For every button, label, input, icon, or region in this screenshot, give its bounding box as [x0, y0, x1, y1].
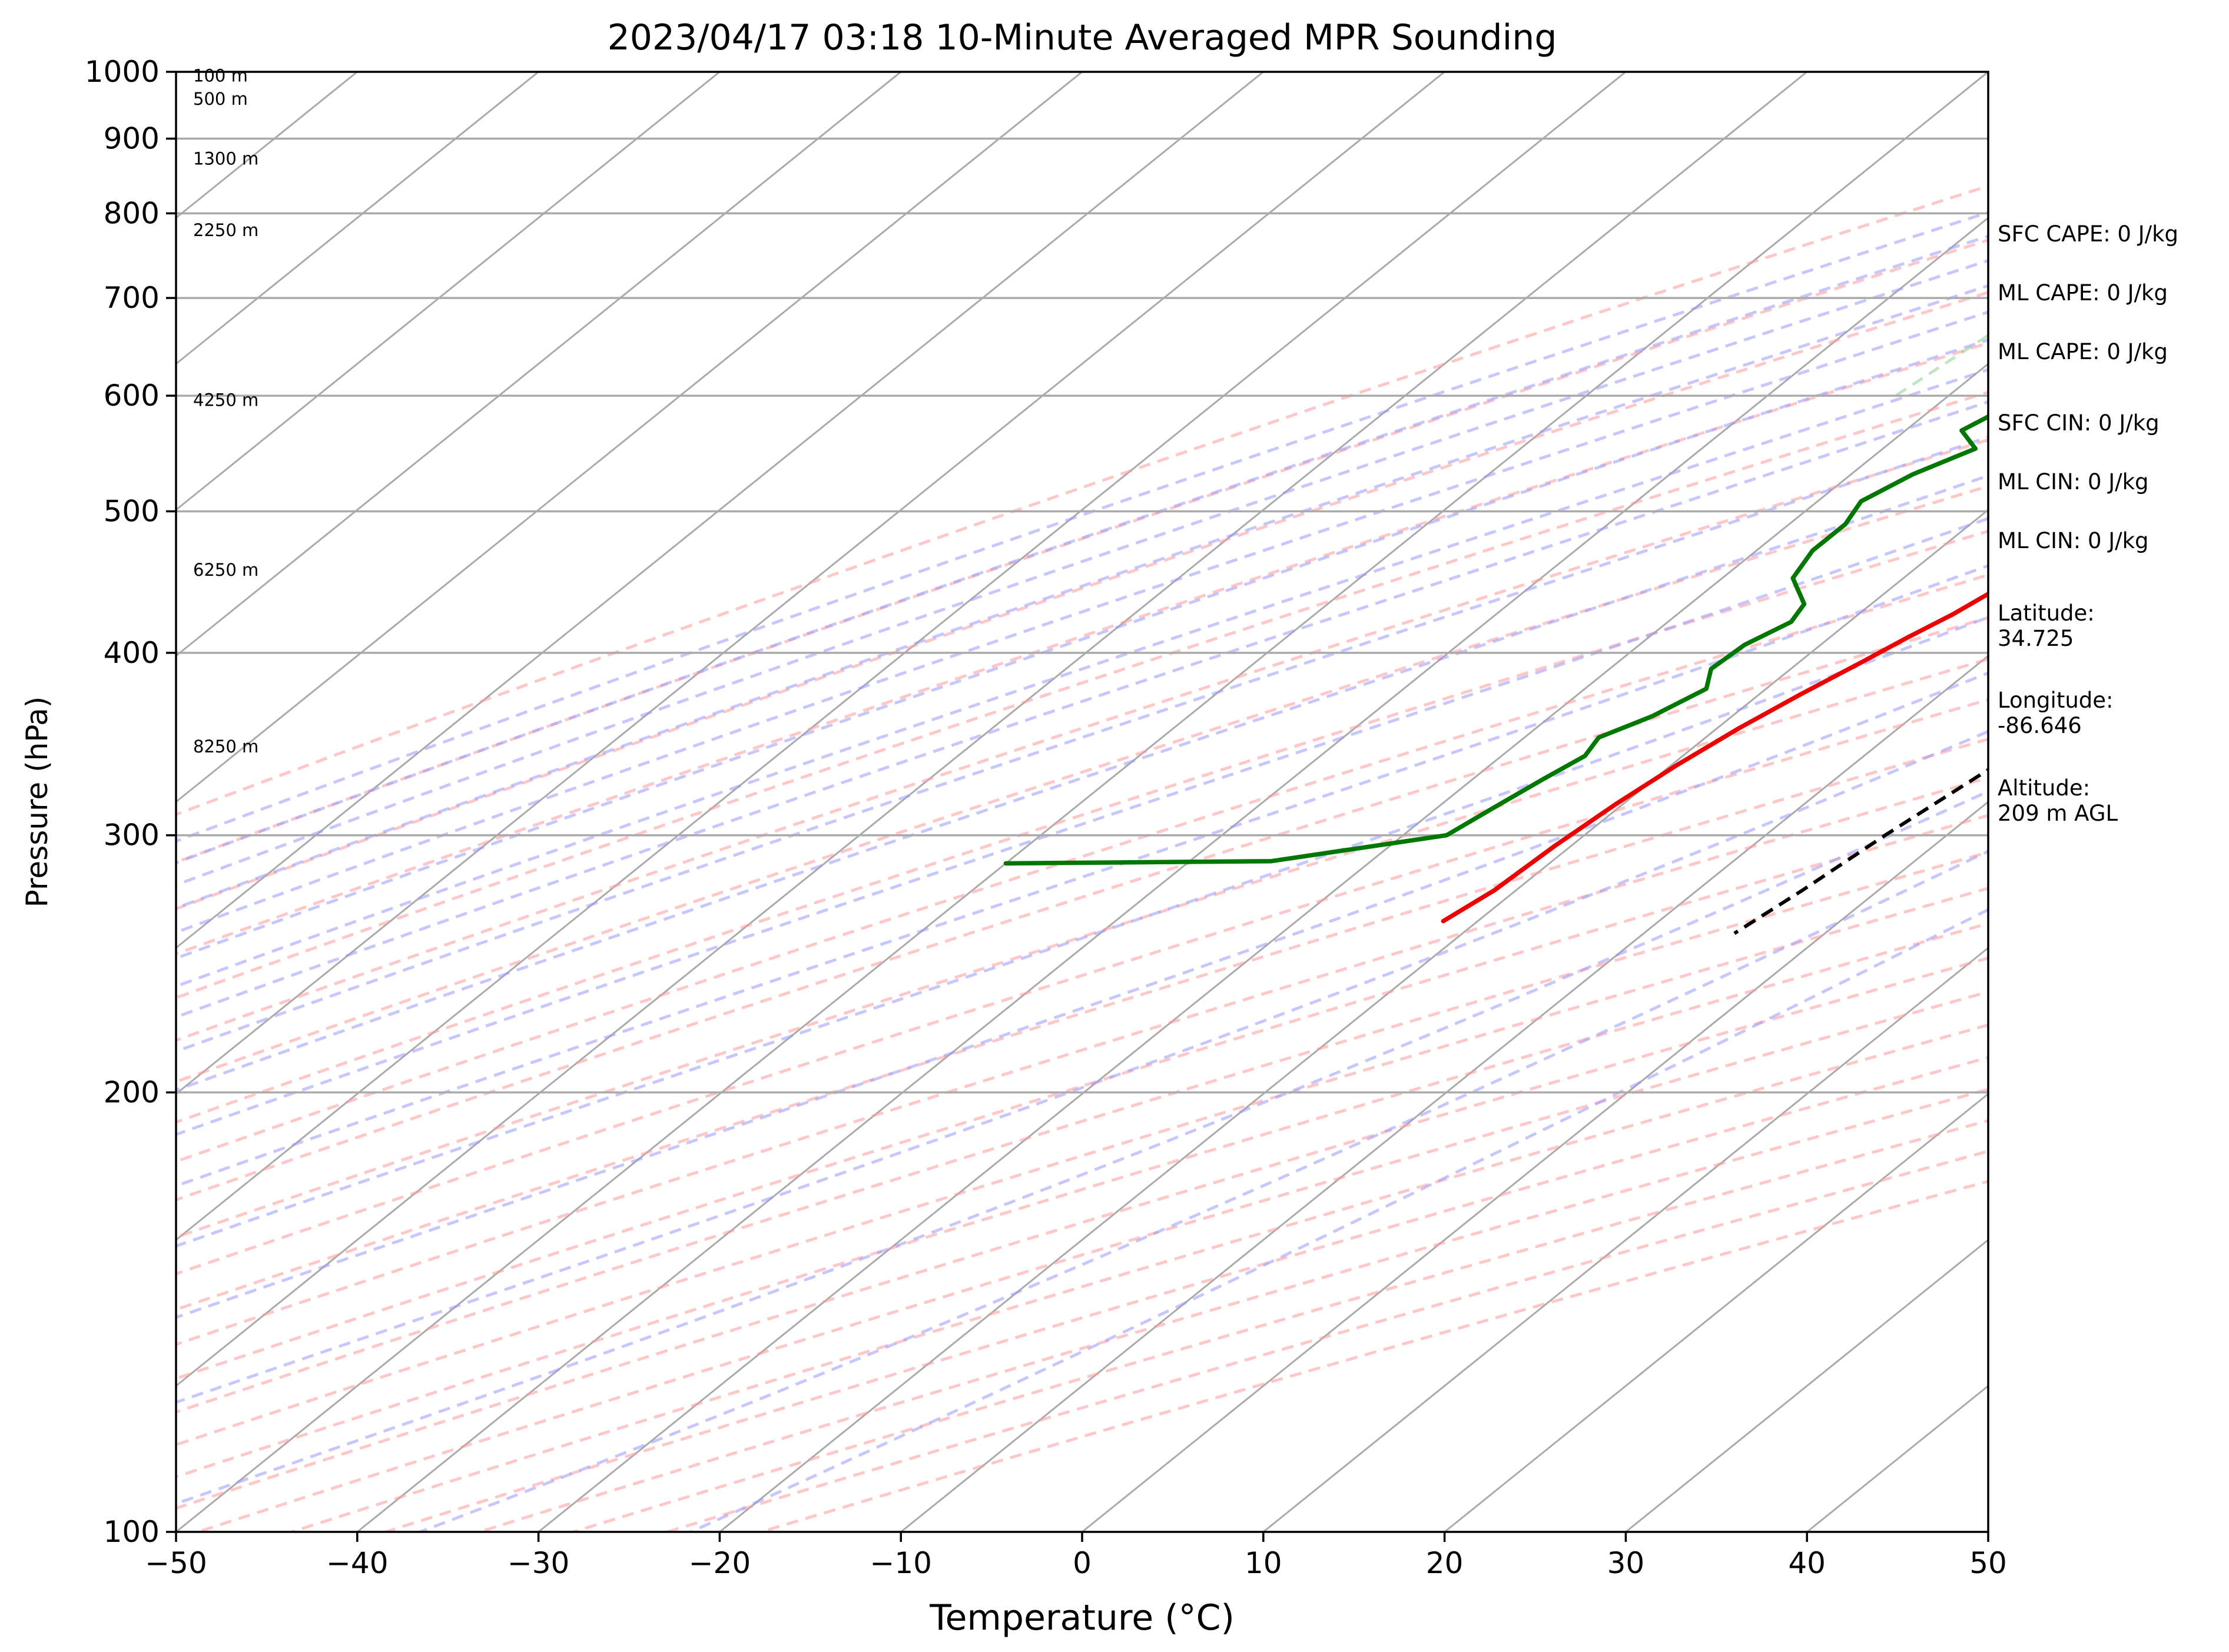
longitude-text: Longitude: -86.646: [1998, 688, 2114, 738]
height-label: 2250 m: [193, 220, 258, 240]
moist-adiabat-line: [176, 400, 1988, 1019]
altitude-text: Altitude: 209 m AGL: [1998, 775, 2118, 826]
dry-adiabat-line: [176, 184, 1988, 816]
moist-adiabat-line: [176, 211, 1988, 843]
height-label: 6250 m: [193, 560, 258, 580]
y-tick-label: 400: [104, 636, 160, 670]
pressure-gridlines: [176, 72, 1988, 1532]
isotherm-line: [176, 72, 1808, 1387]
sfc-cin-text: SFC CIN: 0 J/kg: [1998, 410, 2160, 436]
y-axis-ticks: 1000 900 800 700 600 500 400 300 200 100: [85, 55, 176, 1549]
y-axis-label: Pressure (hPa): [20, 696, 54, 908]
dry-adiabat-line: [176, 776, 1988, 1346]
y-tick-label: 700: [104, 281, 160, 315]
x-tick-label: 30: [1607, 1546, 1645, 1580]
isotherm-line: [1444, 1093, 1988, 1532]
moist-adiabat-line: [176, 310, 1988, 934]
y-tick-label: 900: [104, 121, 160, 155]
dry-adiabat-line: [176, 922, 1988, 1479]
isotherm-line: [176, 72, 902, 657]
dry-adiabat-line: [176, 956, 1988, 1510]
x-tick-label: −20: [689, 1546, 751, 1580]
isotherm-line: [176, 72, 539, 365]
y-tick-label: 300: [104, 818, 160, 852]
background-lines: [176, 72, 1988, 1532]
ml-cape-text: ML CAPE: 0 J/kg: [1998, 280, 2168, 306]
x-tick-label: −40: [326, 1546, 389, 1580]
ml-cin-text: ML CIN: 0 J/kg: [1998, 469, 2149, 495]
isotherm-line: [1262, 947, 1988, 1532]
moist-adiabat-line: [176, 615, 1988, 1248]
isotherm-line: [176, 72, 721, 511]
dry-adiabat-line: [176, 485, 1988, 1084]
y-tick-label: 1000: [85, 55, 160, 89]
temperature-line: [1441, 591, 1988, 924]
mu-cape-text: ML CAPE: 0 J/kg: [1998, 339, 2168, 364]
height-label: 8250 m: [193, 737, 258, 757]
y-tick-label: 500: [104, 495, 160, 529]
x-tick-label: 50: [1969, 1546, 2007, 1580]
dry-adiabat-line: [666, 1149, 1988, 1532]
dry-adiabat-line: [176, 814, 1988, 1381]
moist-adiabat-line: [176, 368, 1988, 988]
isotherm-line: [1625, 1239, 1988, 1532]
moist-adiabat-line: [419, 850, 1988, 1532]
dry-adiabat-line: [176, 737, 1988, 1311]
y-tick-label: 800: [104, 196, 160, 230]
moist-adiabat-line: [176, 671, 1988, 1319]
latitude-text: Latitude: 34.725: [1998, 601, 2095, 651]
x-tick-label: 0: [1073, 1546, 1092, 1580]
x-tick-label: −10: [870, 1546, 932, 1580]
y-tick-label: 100: [104, 1515, 160, 1549]
x-tick-label: −30: [508, 1546, 570, 1580]
sfc-cape-text: SFC CAPE: 0 J/kg: [1998, 221, 2179, 247]
isotherm-line: [900, 655, 1988, 1532]
dewpoint-line: [1003, 414, 1988, 866]
x-axis-ticks: −50 −40 −30 −20 −10 0 10 20 30 40 50: [145, 1532, 2007, 1580]
isotherm-line: [1082, 801, 1988, 1532]
x-axis-label: Temperature (°C): [929, 1597, 1235, 1638]
y-tick-label: 200: [104, 1075, 160, 1109]
dry-adiabat-line: [176, 573, 1988, 1163]
moist-adiabat-line: [176, 435, 1988, 1053]
isotherm-line: [719, 509, 1988, 1532]
isotherm-line: [176, 72, 1083, 803]
y-tick-label: 600: [104, 379, 160, 413]
isotherm-line: [538, 363, 1988, 1532]
moist-adiabat-line: [176, 474, 1988, 1092]
chart-title: 2023/04/17 03:18 10-Minute Averaged MPR …: [608, 17, 1557, 58]
isotherm-line: [176, 72, 1988, 1532]
isotherm-line: [176, 72, 1264, 949]
height-label: 100 m: [193, 65, 248, 85]
height-labels: 8250 m 6250 m 4250 m 2250 m 1300 m 500 m 100 m: [193, 65, 258, 757]
dry-adiabat-line: [197, 990, 1988, 1532]
height-label: 4250 m: [193, 390, 258, 410]
dry-adiabat-line: [479, 1087, 1988, 1532]
height-label: 500 m: [193, 89, 248, 109]
x-tick-label: −50: [145, 1546, 207, 1580]
dry-adiabat-line: [573, 1119, 1988, 1532]
dry-adiabat-line: [176, 657, 1988, 1239]
mu-cin-text: ML CIN: 0 J/kg: [1998, 528, 2149, 553]
x-tick-label: 10: [1245, 1546, 1282, 1580]
dry-adiabat-line: [176, 390, 1988, 1000]
dry-adiabat-line: [760, 1179, 1988, 1532]
height-label: 1300 m: [193, 149, 258, 169]
x-tick-label: 20: [1426, 1546, 1464, 1580]
x-tick-label: 40: [1788, 1546, 1826, 1580]
isotherm-line: [176, 72, 1627, 1241]
dry-adiabat-line: [176, 291, 1988, 911]
